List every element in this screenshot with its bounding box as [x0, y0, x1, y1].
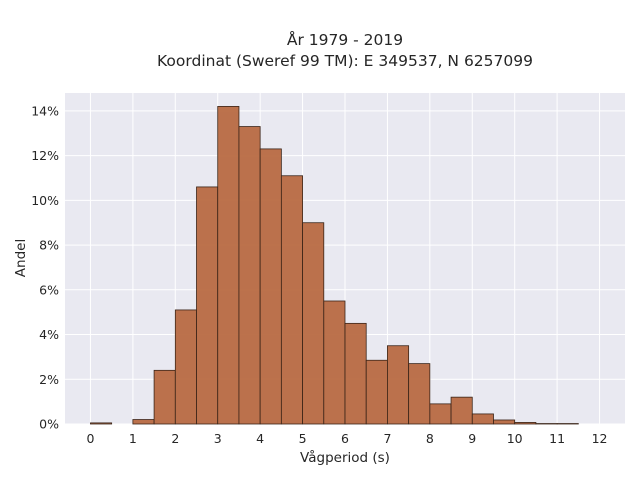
- y-tick-label: 8%: [39, 238, 59, 253]
- x-tick-labels: 0 1 2 3 4 5 6 7 8 9 10 11 12: [86, 431, 607, 446]
- y-tick-labels: 0% 2% 4% 6% 8% 10% 12% 14%: [31, 103, 59, 431]
- x-tick-label: 0: [86, 431, 94, 446]
- histogram-bar: [259, 148, 282, 425]
- bars: [90, 106, 579, 425]
- y-axis-label: Andel: [13, 239, 29, 277]
- y-tick-label: 12%: [31, 148, 59, 163]
- histogram-bar: [280, 175, 303, 425]
- histogram-bar: [153, 369, 176, 425]
- chart-title-line-2: Koordinat (Sweref 99 TM): E 349537, N 62…: [157, 52, 533, 70]
- histogram-bar: [408, 363, 431, 425]
- x-tick-label: 11: [549, 431, 565, 446]
- histogram-bar: [302, 222, 325, 425]
- histogram-bar: [238, 126, 261, 425]
- x-tick-label: 9: [468, 431, 476, 446]
- histogram-bar: [450, 396, 473, 425]
- x-tick-label: 12: [592, 431, 608, 446]
- x-tick-label: 3: [214, 431, 222, 446]
- histogram-bar: [471, 413, 494, 425]
- histogram-bar: [217, 106, 240, 425]
- y-tick-label: 10%: [31, 193, 59, 208]
- y-tick-label: 6%: [39, 282, 59, 297]
- y-tick-label: 0%: [39, 417, 59, 432]
- histogram-bar: [365, 359, 388, 425]
- y-tick-label: 4%: [39, 327, 59, 342]
- histogram-bar: [344, 322, 367, 425]
- histogram-bar: [196, 186, 219, 425]
- y-tick-label: 2%: [39, 372, 59, 387]
- x-tick-label: 10: [507, 431, 523, 446]
- x-tick-label: 1: [129, 431, 137, 446]
- histogram-bar: [90, 422, 113, 425]
- histogram-bar: [514, 422, 537, 425]
- x-tick-label: 8: [426, 431, 434, 446]
- histogram-bar: [132, 419, 155, 425]
- histogram-bar: [323, 300, 346, 425]
- x-tick-label: 2: [171, 431, 179, 446]
- x-tick-label: 7: [383, 431, 391, 446]
- histogram-bar: [493, 419, 516, 425]
- chart-title-line-1: År 1979 - 2019: [287, 30, 403, 49]
- x-axis-label: Vågperiod (s): [300, 449, 390, 466]
- histogram-bar: [174, 309, 197, 425]
- y-tick-label: 14%: [31, 103, 59, 118]
- x-tick-label: 4: [256, 431, 264, 446]
- histogram-bar: [387, 345, 410, 425]
- x-tick-label: 6: [341, 431, 349, 446]
- x-tick-label: 5: [299, 431, 307, 446]
- histogram-bar: [429, 403, 452, 425]
